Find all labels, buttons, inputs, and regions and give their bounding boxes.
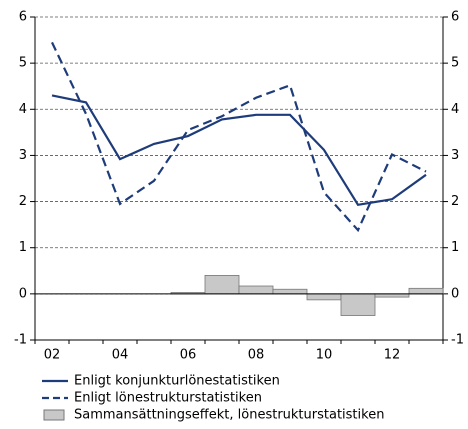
y2-tick-label: 6: [451, 10, 459, 25]
y-tick-label: 1: [19, 240, 27, 255]
x-tick-label: 12: [384, 348, 401, 363]
y2-tick-label: 0: [451, 286, 459, 301]
y2-tick-label: 2: [451, 194, 459, 209]
y-tick-label: 3: [19, 148, 27, 163]
bar: [272, 288, 308, 295]
y2-tick-label: 5: [451, 56, 459, 71]
y-tick-label: 4: [19, 102, 27, 117]
y2-tick-label: -1: [451, 333, 464, 348]
bar: [238, 285, 274, 295]
x-tick-label: 10: [316, 348, 333, 363]
y-tick-label: 0: [19, 286, 27, 301]
legend-swatch: [43, 409, 65, 421]
y2-tick-label: 3: [451, 148, 459, 163]
y-tick-label: 6: [19, 10, 27, 25]
x-tick-label: 06: [180, 348, 197, 363]
y-tick-label: 2: [19, 194, 27, 209]
bar: [340, 293, 376, 316]
legend-label: Enligt lönestrukturstatistiken: [74, 391, 262, 406]
line: [51, 41, 427, 233]
y2-tick-label: 1: [451, 240, 459, 255]
legend-label: Enligt konjunkturlönestatistiken: [74, 374, 280, 389]
y-tick-label: -1: [14, 333, 27, 348]
y-tick-label: 5: [19, 56, 27, 71]
x-tick-label: 02: [44, 348, 61, 363]
bar: [204, 274, 240, 295]
line: [51, 94, 427, 207]
bar: [408, 287, 444, 295]
bar: [306, 293, 342, 301]
x-tick-label: 08: [248, 348, 265, 363]
y2-tick-label: 4: [451, 102, 459, 117]
x-tick-label: 04: [112, 348, 129, 363]
legend-label: Sammansättningseffekt, lönestrukturstati…: [74, 408, 384, 423]
